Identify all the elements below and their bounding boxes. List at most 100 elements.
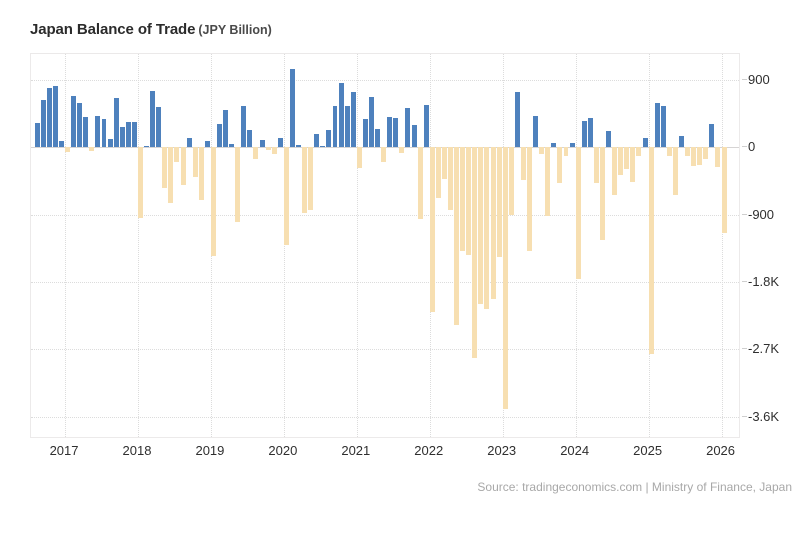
bar[interactable] <box>65 147 71 152</box>
bar[interactable] <box>429 147 435 312</box>
bar[interactable] <box>174 147 180 163</box>
bar[interactable] <box>235 147 241 223</box>
bar[interactable] <box>599 147 605 241</box>
bar[interactable] <box>113 98 119 148</box>
bar[interactable] <box>186 138 192 148</box>
bar[interactable] <box>58 141 64 148</box>
bar[interactable] <box>435 147 441 198</box>
bar[interactable] <box>302 147 308 214</box>
bar[interactable] <box>326 129 332 148</box>
bar[interactable] <box>217 123 222 148</box>
bar[interactable] <box>417 147 423 220</box>
bar[interactable] <box>466 147 472 256</box>
bar[interactable] <box>721 147 727 234</box>
bar[interactable] <box>283 147 289 246</box>
bar[interactable] <box>77 102 83 148</box>
bar[interactable] <box>448 147 453 211</box>
bar[interactable] <box>52 86 58 148</box>
bar[interactable] <box>168 147 174 203</box>
bar[interactable] <box>569 142 575 148</box>
bar[interactable] <box>229 143 235 148</box>
bar[interactable] <box>192 147 198 178</box>
bar[interactable] <box>350 92 356 148</box>
bar[interactable] <box>478 147 484 304</box>
bar[interactable] <box>539 147 545 155</box>
bar[interactable] <box>624 147 630 170</box>
bar[interactable] <box>137 147 143 218</box>
bar[interactable] <box>612 147 618 196</box>
bar[interactable] <box>423 104 429 148</box>
bar[interactable] <box>520 147 526 180</box>
bar[interactable] <box>715 147 721 167</box>
bar[interactable] <box>557 147 563 183</box>
bar[interactable] <box>95 116 101 148</box>
bar[interactable] <box>660 105 666 148</box>
bar[interactable] <box>472 147 478 359</box>
bar[interactable] <box>514 92 520 148</box>
bar[interactable] <box>71 95 77 148</box>
bar[interactable] <box>107 139 113 148</box>
bar[interactable] <box>678 136 684 148</box>
bar[interactable] <box>368 96 374 148</box>
bar[interactable] <box>654 103 660 148</box>
bar[interactable] <box>563 147 569 157</box>
bar[interactable] <box>259 139 265 148</box>
bar[interactable] <box>393 117 399 148</box>
bar[interactable] <box>545 147 551 217</box>
bar[interactable] <box>40 99 46 148</box>
bar[interactable] <box>156 107 162 148</box>
bar[interactable] <box>125 122 131 148</box>
bar[interactable] <box>508 147 514 215</box>
bar[interactable] <box>150 90 156 148</box>
bar[interactable] <box>703 147 709 160</box>
bar[interactable] <box>338 83 344 148</box>
bar[interactable] <box>46 88 52 148</box>
bar[interactable] <box>527 147 532 252</box>
bar[interactable] <box>271 147 277 155</box>
bar[interactable] <box>405 107 411 148</box>
bar[interactable] <box>441 147 447 179</box>
bar[interactable] <box>89 147 95 152</box>
bar[interactable] <box>320 145 326 148</box>
bar[interactable] <box>375 128 381 148</box>
bar[interactable] <box>490 147 496 300</box>
bar[interactable] <box>685 147 691 157</box>
bar[interactable] <box>581 121 587 148</box>
bar[interactable] <box>223 110 229 148</box>
bar[interactable] <box>636 147 642 156</box>
bar[interactable] <box>460 147 466 251</box>
bar[interactable] <box>204 140 210 148</box>
bar[interactable] <box>618 147 624 176</box>
bar[interactable] <box>241 106 247 148</box>
bar[interactable] <box>533 116 539 148</box>
bar[interactable] <box>289 68 295 148</box>
bar[interactable] <box>296 145 302 148</box>
bar[interactable] <box>551 142 557 148</box>
bar[interactable] <box>381 147 387 162</box>
bar[interactable] <box>344 105 350 148</box>
bar[interactable] <box>666 147 672 156</box>
bar[interactable] <box>119 126 125 148</box>
bar[interactable] <box>387 116 393 148</box>
bar[interactable] <box>411 125 417 148</box>
bar[interactable] <box>131 122 137 148</box>
bar[interactable] <box>697 147 703 165</box>
bar[interactable] <box>144 145 150 148</box>
bar[interactable] <box>314 133 320 148</box>
bar[interactable] <box>593 147 599 183</box>
bar[interactable] <box>709 123 715 148</box>
bar[interactable] <box>648 147 654 354</box>
bar[interactable] <box>356 147 362 169</box>
bar[interactable] <box>362 119 368 148</box>
bar[interactable] <box>198 147 204 200</box>
bar[interactable] <box>332 105 338 148</box>
bar[interactable] <box>484 147 490 309</box>
bar[interactable] <box>672 147 678 196</box>
bar[interactable] <box>575 147 581 279</box>
bar[interactable] <box>454 147 460 326</box>
bar[interactable] <box>399 147 405 153</box>
bar[interactable] <box>83 116 89 148</box>
bar[interactable] <box>502 147 508 410</box>
bar[interactable] <box>34 122 40 148</box>
bar[interactable] <box>162 147 168 188</box>
